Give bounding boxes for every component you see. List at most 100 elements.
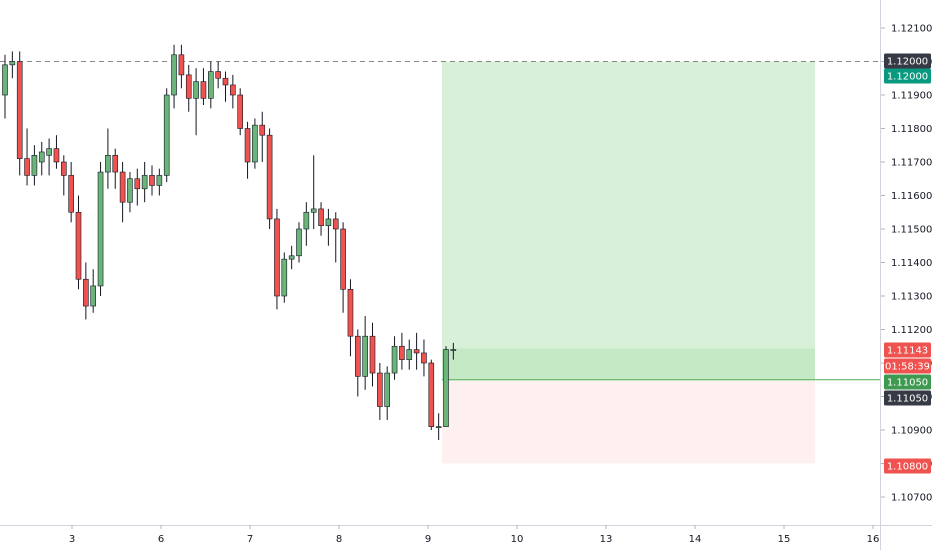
candle-body <box>127 178 133 203</box>
profit-zone <box>442 61 815 380</box>
candle-body <box>252 124 258 163</box>
price-badge-bg <box>884 458 931 474</box>
candle <box>149 165 155 196</box>
candle-body <box>149 175 155 186</box>
candle-body <box>230 84 236 96</box>
candle <box>421 339 427 377</box>
price-tick-label: 1.11500 <box>891 225 932 236</box>
candle-body <box>443 349 449 427</box>
price-badge-bg <box>884 342 931 358</box>
candle <box>296 222 302 263</box>
time-tick-label: 16 <box>867 534 880 545</box>
candle-body <box>75 211 82 280</box>
candle <box>244 121 251 179</box>
candle-body <box>362 335 368 377</box>
candle-body <box>156 175 163 186</box>
candle-body <box>259 124 266 136</box>
price-tick-label: 1.11300 <box>891 292 932 303</box>
candle <box>369 322 376 387</box>
candle-body <box>141 175 148 190</box>
price-badge-text: 1.12000 <box>887 57 928 68</box>
time-tick-label: 15 <box>778 534 791 545</box>
candle-body <box>428 362 435 427</box>
candle <box>222 71 229 102</box>
candle-body <box>391 345 398 374</box>
candle-body <box>83 278 89 307</box>
candle <box>384 366 391 420</box>
candle <box>134 168 141 206</box>
time-tick-label: 9 <box>425 534 431 545</box>
price-tick-label: 1.11400 <box>891 258 932 269</box>
candle <box>399 332 405 370</box>
price-badge: 1.11143 <box>884 342 931 358</box>
candle <box>281 252 288 303</box>
candle <box>332 212 339 263</box>
price-tick-label: 1.10700 <box>891 493 932 504</box>
candle-body <box>406 349 413 360</box>
candle-body <box>369 335 376 374</box>
candle <box>413 332 420 370</box>
candle <box>237 88 243 136</box>
time-axis[interactable]: 3 6 7 8 9 10 13 14 15 16 <box>69 525 880 545</box>
candle-body <box>266 134 273 220</box>
time-tick-label: 14 <box>689 534 702 545</box>
candle-body <box>413 349 420 354</box>
candle <box>252 118 258 169</box>
candle-body <box>237 94 243 129</box>
price-badges: 1.12000 1.12000 1.11143 01:58:39 1.11050 1.11… <box>884 53 931 474</box>
candle <box>325 208 332 246</box>
candle-body <box>340 228 346 290</box>
candle <box>362 316 368 390</box>
candle <box>9 51 16 79</box>
price-badge-bg <box>884 358 931 374</box>
price-badge-text: 01:58:39 <box>885 362 930 373</box>
candle-body <box>384 372 391 407</box>
candle <box>24 128 30 186</box>
time-tick-label: 7 <box>247 534 253 545</box>
candle-body <box>31 155 38 176</box>
candle <box>156 168 163 196</box>
price-badge: 1.10800 <box>884 458 931 474</box>
price-badge-bg <box>884 390 931 406</box>
price-badge-text: 1.11050 <box>887 394 928 405</box>
candle-body <box>303 211 310 230</box>
candle-body <box>16 61 23 159</box>
candle-body <box>178 54 185 76</box>
candle-body <box>171 54 177 96</box>
price-badge: 1.11050 <box>884 374 931 390</box>
candle-body <box>354 335 361 377</box>
candle <box>90 269 96 313</box>
candle <box>428 359 435 430</box>
price-badge: 1.12000 <box>884 53 931 69</box>
price-badge-bg <box>884 53 931 69</box>
candle <box>208 61 214 109</box>
price-badge: 1.12000 <box>884 68 931 84</box>
candle <box>215 61 221 89</box>
candle <box>318 202 324 236</box>
time-tick-label: 3 <box>69 534 75 545</box>
candle <box>119 162 126 223</box>
price-tick-label: 1.11700 <box>891 158 932 169</box>
candle <box>340 222 346 313</box>
price-tick-label: 1.11800 <box>891 124 932 135</box>
candle-body <box>68 175 74 213</box>
candle <box>200 68 207 106</box>
candle <box>354 329 361 397</box>
candle-body <box>193 81 199 99</box>
price-axis[interactable]: 1.12100 1.12000 1.11900 1.11800 1.11700 1.116… <box>881 24 932 504</box>
candle <box>288 245 295 270</box>
candle <box>310 155 317 229</box>
price-badge-text: 1.11143 <box>887 346 928 357</box>
candle-body <box>244 128 251 163</box>
candle-body <box>215 71 221 79</box>
candle <box>274 208 280 310</box>
candle <box>230 74 236 109</box>
price-badge-bg <box>884 374 931 390</box>
candle-body <box>318 208 324 226</box>
candle <box>443 346 449 427</box>
candle <box>53 135 60 169</box>
candle <box>112 148 119 189</box>
candle-body <box>296 228 302 257</box>
price-tick-label: 1.11600 <box>891 191 932 202</box>
